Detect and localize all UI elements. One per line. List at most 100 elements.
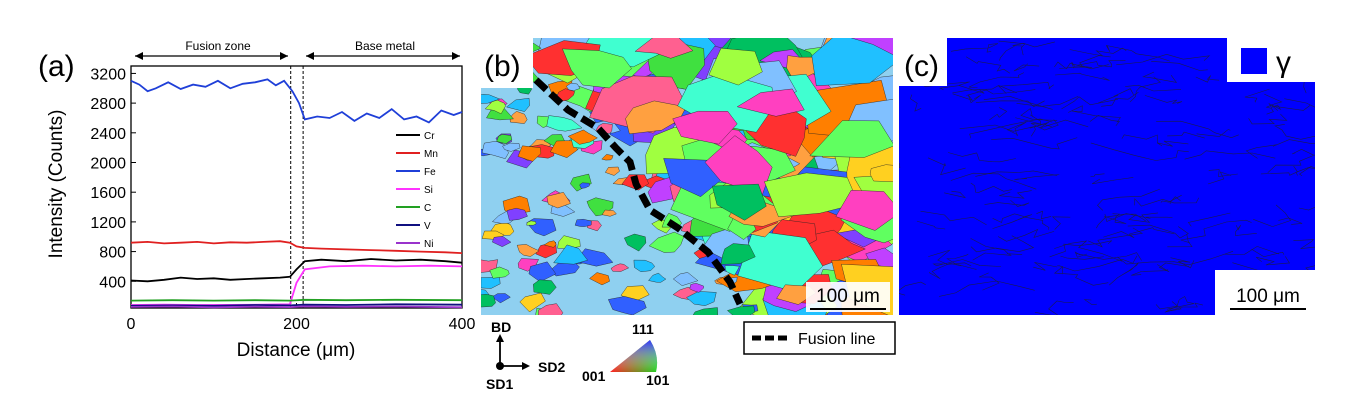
ipf-color-key: 111 001 101 bbox=[582, 321, 670, 388]
grain-boundary bbox=[1060, 255, 1104, 260]
grain bbox=[516, 244, 540, 257]
grain-boundary bbox=[1089, 115, 1120, 126]
grain-boundary bbox=[946, 253, 977, 270]
grain bbox=[686, 291, 717, 306]
grain-boundary bbox=[1298, 206, 1315, 211]
scale-bar-c: 100 μm bbox=[1230, 286, 1306, 310]
grain-boundary bbox=[948, 152, 1016, 163]
grain-boundary bbox=[969, 118, 1053, 139]
y-tick-label: 2000 bbox=[90, 156, 126, 173]
grain bbox=[648, 272, 667, 283]
grain-boundary bbox=[1169, 196, 1181, 205]
grain bbox=[689, 282, 704, 293]
grain-boundary bbox=[1142, 71, 1178, 83]
grain-boundary bbox=[1096, 213, 1146, 229]
grain bbox=[506, 207, 528, 221]
grain-boundary bbox=[1298, 166, 1315, 177]
grain-boundary bbox=[1291, 148, 1315, 156]
y-axis-label: Intensity (Counts) bbox=[46, 110, 67, 259]
grain-boundary bbox=[1083, 299, 1097, 306]
grain-boundary bbox=[1101, 91, 1139, 107]
grain-boundary bbox=[1251, 248, 1285, 258]
legend: Cr Mn Fe Si CV Ni bbox=[396, 131, 438, 250]
grain bbox=[736, 88, 805, 117]
grain bbox=[517, 145, 542, 162]
grain-boundary bbox=[899, 281, 926, 296]
grain-boundary bbox=[1235, 225, 1257, 236]
grain-boundary bbox=[1160, 194, 1182, 203]
grain-boundary bbox=[1125, 84, 1182, 92]
grain bbox=[496, 134, 513, 144]
series-line-c bbox=[130, 298, 463, 302]
ipf-101-label: 101 bbox=[646, 372, 670, 388]
plot-frame bbox=[130, 65, 463, 309]
grain bbox=[708, 47, 763, 86]
grain-boundary bbox=[1260, 165, 1298, 176]
grain bbox=[486, 108, 514, 121]
scale-bar-c-text: 100 μm bbox=[1236, 286, 1300, 307]
x-tick-label: 400 bbox=[449, 316, 476, 333]
grain bbox=[533, 279, 557, 295]
grain-boundary bbox=[1255, 256, 1291, 266]
grain-boundary bbox=[970, 182, 1012, 193]
grain-boundary bbox=[1087, 227, 1143, 248]
grain-boundary bbox=[992, 213, 1033, 223]
grain-boundary bbox=[944, 190, 967, 199]
grain bbox=[726, 305, 756, 315]
grain-boundary bbox=[998, 81, 1054, 94]
series-lines bbox=[130, 78, 463, 309]
grain bbox=[604, 166, 620, 176]
grain-boundary bbox=[1167, 296, 1195, 310]
grain-boundary bbox=[1272, 139, 1315, 147]
x-axis-label: Distance (μm) bbox=[237, 340, 356, 361]
fusion-boundary-lines bbox=[290, 66, 304, 308]
grain-boundary bbox=[1015, 117, 1059, 131]
grain-boundary bbox=[932, 259, 1002, 267]
map-corner-gap bbox=[899, 38, 947, 86]
grain bbox=[712, 183, 767, 221]
grain-boundary bbox=[1012, 41, 1055, 48]
phase-legend: γ bbox=[1241, 46, 1291, 79]
grain-boundary bbox=[966, 89, 1036, 96]
grain-boundary bbox=[1097, 188, 1161, 211]
grain-boundary bbox=[959, 114, 1042, 132]
grain-boundary bbox=[1245, 144, 1277, 159]
legend-label-mn: Mn bbox=[424, 149, 438, 160]
grain bbox=[492, 236, 512, 247]
grain-boundary bbox=[1098, 88, 1134, 104]
grain-boundary bbox=[1157, 262, 1190, 272]
fusion-zone-text: Fusion zone bbox=[185, 39, 251, 53]
grain bbox=[601, 154, 614, 161]
grain-boundary bbox=[1068, 105, 1121, 123]
grain-boundary bbox=[1076, 252, 1142, 261]
grain bbox=[546, 115, 583, 132]
grain bbox=[608, 296, 647, 315]
grain-boundary bbox=[1069, 47, 1127, 57]
grain-boundary bbox=[965, 56, 1011, 74]
grain-boundary bbox=[989, 107, 1008, 121]
base-metal-text: Base metal bbox=[355, 39, 415, 53]
grain-boundary bbox=[1128, 212, 1159, 223]
sample-axes: BD SD2 SD1 bbox=[486, 319, 565, 392]
grain-boundary bbox=[1293, 239, 1315, 249]
grain-boundary bbox=[1117, 251, 1234, 266]
grain-boundary bbox=[1264, 93, 1283, 115]
grain bbox=[481, 140, 509, 159]
fusion-zone-annotation: Fusion zone bbox=[135, 39, 288, 60]
grain-boundary bbox=[1054, 61, 1109, 70]
legend-label-si: Si bbox=[424, 185, 433, 196]
grain-boundary bbox=[1049, 240, 1113, 258]
grain-boundary bbox=[1103, 213, 1127, 224]
grain-boundary bbox=[997, 228, 1055, 242]
grain-boundary bbox=[939, 85, 985, 94]
legend-label-v: V bbox=[424, 221, 431, 232]
grain bbox=[481, 94, 501, 104]
grain-boundary bbox=[928, 249, 972, 267]
ipf-orientation-map: (b) 100 μm Fusion line BD SD2 SD1 111 00… bbox=[481, 38, 896, 392]
grain-boundary bbox=[1034, 300, 1074, 315]
grain bbox=[764, 172, 859, 218]
grain-boundary bbox=[1184, 150, 1276, 160]
grain-boundary bbox=[1116, 53, 1211, 66]
grain-boundary bbox=[1267, 155, 1314, 174]
grain-boundary bbox=[999, 45, 1015, 61]
